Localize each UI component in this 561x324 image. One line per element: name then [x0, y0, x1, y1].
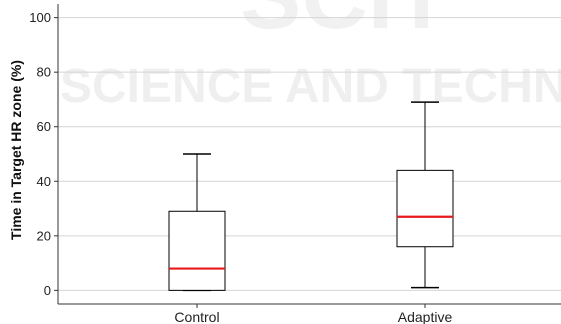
- watermark-line-2: SCIENCE AND TECHN: [60, 60, 561, 113]
- x-category-label: Control: [174, 309, 219, 324]
- x-category-label: Adaptive: [398, 309, 453, 324]
- y-tick-label: 20: [37, 228, 51, 243]
- gridlines: [58, 17, 561, 291]
- box-adaptive: [396, 101, 454, 289]
- watermark: SCIT SCIENCE AND TECHN: [60, 0, 561, 113]
- y-axis-title: Time in Target HR zone (%): [8, 60, 24, 240]
- iqr-box: [168, 210, 226, 291]
- iqr-box: [396, 169, 454, 248]
- y-tick-label: 0: [44, 283, 51, 298]
- box-control: [168, 153, 226, 292]
- y-tick-label: 40: [37, 174, 51, 189]
- watermark-line-1: SCIT: [240, 0, 450, 48]
- y-tick-label: 60: [37, 119, 51, 134]
- y-tick-label: 100: [29, 10, 51, 25]
- labels: Time in Target HR zone (%) 0 20 40 60 80 100 C…: [8, 10, 452, 324]
- axes: [54, 4, 561, 308]
- boxes: [168, 101, 454, 292]
- y-tick-label: 80: [37, 65, 51, 80]
